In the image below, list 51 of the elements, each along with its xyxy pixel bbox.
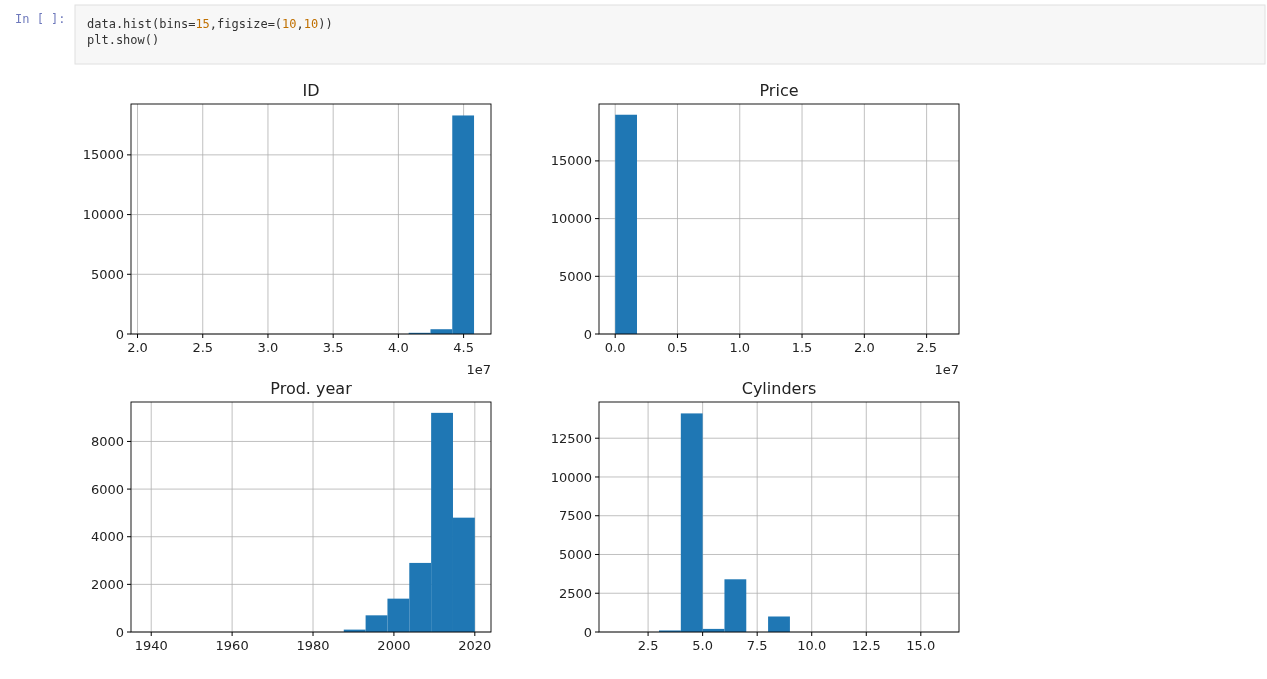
y-tick-label: 15000 (550, 153, 592, 169)
y-tick-label: 0 (583, 326, 592, 342)
x-tick-label: 2.0 (127, 340, 148, 355)
y-tick-label: 15000 (82, 147, 124, 163)
chart-title: Price (759, 81, 799, 100)
text: 1e7 (934, 362, 959, 377)
text: In [ ]: (15, 12, 66, 26)
x-tick-label: 12.5 (851, 638, 881, 653)
x-tick-label: 2.5 (192, 340, 214, 355)
x-tick-label: 1.0 (729, 340, 751, 355)
x-tick-label: 3.5 (322, 340, 344, 355)
x-tick-label: 4.0 (388, 340, 409, 355)
y-tick-label: 10000 (550, 469, 592, 485)
text: data.hist(bins=15,figsize=(10,10)) (87, 17, 333, 31)
x-tick-label: 2.5 (637, 638, 659, 653)
x-tick-label: 3.0 (257, 340, 279, 355)
x-tick-label: 2020 (458, 638, 492, 653)
y-tick-label: 0 (115, 624, 124, 640)
x-tick-label: 4.5 (453, 340, 474, 355)
y-tick-label: 8000 (90, 433, 124, 449)
chart-title: Prod. year (270, 379, 353, 398)
y-tick-label: 2000 (90, 576, 124, 592)
chart-title: Cylinders (741, 379, 817, 398)
y-tick-label: 5000 (558, 547, 592, 563)
x-tick-label: 0.0 (604, 340, 626, 355)
y-tick-label: 5000 (90, 266, 124, 282)
y-tick-label: 0 (583, 624, 592, 640)
y-tick-label: 10000 (82, 207, 124, 223)
x-tick-label: 2000 (377, 638, 411, 653)
x-tick-label: 1960 (215, 638, 249, 653)
y-tick-label: 6000 (90, 481, 124, 497)
x-tick-label: 1.5 (791, 340, 813, 355)
text: 1e7 (466, 362, 491, 377)
y-tick-label: 2500 (558, 585, 592, 601)
x-tick-label: 1980 (296, 638, 330, 653)
x-tick-label: 2.0 (853, 340, 875, 355)
y-tick-label: 10000 (550, 211, 592, 227)
y-tick-label: 7500 (558, 508, 592, 524)
x-tick-label: 1940 (134, 638, 168, 653)
chart-title: ID (302, 81, 320, 100)
x-tick-label: 15.0 (906, 638, 936, 653)
x-tick-label: 10.0 (797, 638, 827, 653)
x-tick-label: 2.5 (916, 340, 937, 355)
y-tick-label: 5000 (558, 268, 592, 284)
x-tick-label: 0.5 (667, 340, 688, 355)
y-tick-label: 12500 (550, 430, 592, 446)
y-tick-label: 4000 (90, 529, 124, 545)
y-tick-label: 0 (115, 326, 124, 342)
text: plt.show() (87, 33, 160, 47)
x-tick-label: 5.0 (692, 638, 713, 653)
x-tick-label: 7.5 (746, 638, 768, 653)
